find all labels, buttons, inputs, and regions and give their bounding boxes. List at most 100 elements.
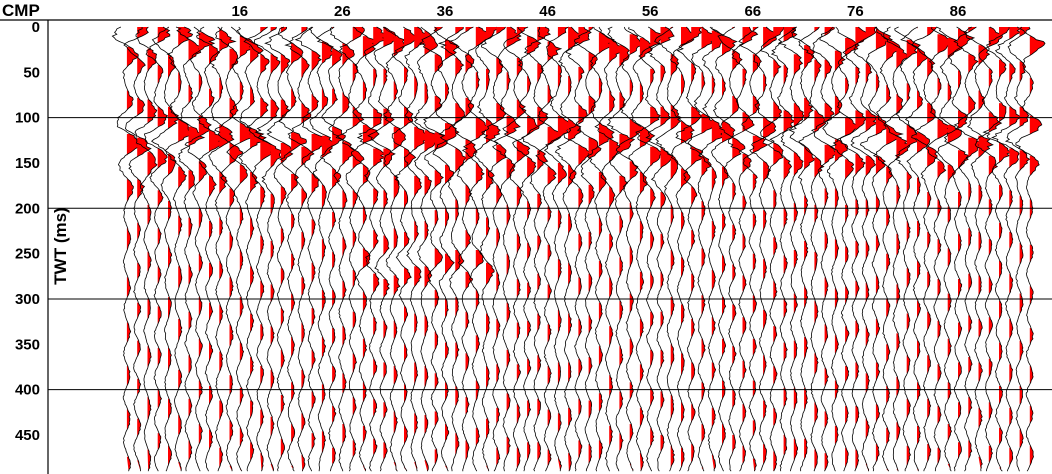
trace-line bbox=[810, 26, 838, 472]
trace-line bbox=[738, 26, 769, 472]
trace-fill bbox=[557, 27, 571, 472]
trace-line bbox=[925, 26, 953, 472]
y-tick-labels: 0 50 100 150 200 250 300 350 400 450 bbox=[15, 19, 40, 444]
trace-fill bbox=[598, 32, 615, 461]
trace-fill bbox=[291, 43, 307, 472]
trace-line bbox=[512, 26, 542, 472]
trace-fill bbox=[722, 36, 737, 472]
y-tick-label: 300 bbox=[15, 291, 40, 308]
trace-fill bbox=[301, 27, 314, 472]
trace-line bbox=[308, 26, 338, 472]
trace-fill bbox=[373, 27, 389, 455]
trace-line bbox=[335, 26, 365, 472]
trace-line bbox=[367, 26, 400, 472]
trace-line bbox=[184, 26, 216, 472]
trace-line bbox=[413, 26, 441, 472]
y-tick-label: 350 bbox=[15, 336, 40, 353]
trace-line bbox=[461, 26, 490, 472]
trace-line bbox=[698, 26, 729, 472]
y-tick-label: 200 bbox=[15, 200, 40, 217]
trace-fill bbox=[609, 39, 623, 446]
trace-fill bbox=[629, 34, 645, 472]
x-tick-label: 36 bbox=[437, 3, 454, 20]
y-tick-label: 150 bbox=[15, 155, 40, 172]
x-tick-label: 16 bbox=[231, 3, 248, 20]
trace-line bbox=[554, 26, 584, 472]
y-tick-label: 50 bbox=[23, 64, 40, 81]
trace-fill bbox=[465, 27, 478, 461]
trace-fill bbox=[1009, 27, 1021, 466]
trace-line bbox=[1015, 26, 1046, 472]
x-tick-label: 26 bbox=[334, 3, 351, 20]
trace-line bbox=[654, 26, 683, 472]
trace-fill bbox=[619, 45, 635, 452]
trace-line bbox=[859, 26, 894, 472]
trace-fill bbox=[393, 36, 406, 472]
grid-layer bbox=[48, 117, 1052, 391]
trace-line bbox=[839, 26, 872, 472]
trace-fill bbox=[578, 27, 591, 459]
trace-fill bbox=[742, 27, 758, 464]
trace-line bbox=[829, 26, 860, 472]
trace-line bbox=[214, 26, 244, 472]
y-tick-label: 100 bbox=[15, 110, 40, 127]
trace-line bbox=[521, 26, 552, 472]
trace-line bbox=[502, 26, 531, 472]
trace-line bbox=[492, 26, 522, 472]
trace-line bbox=[284, 26, 315, 472]
trace-line bbox=[767, 26, 798, 472]
trace-line bbox=[253, 26, 282, 472]
trace-fill bbox=[701, 27, 717, 472]
trace-line bbox=[819, 26, 849, 472]
y-axis-label: TWT (ms) bbox=[51, 207, 70, 284]
trace-line bbox=[628, 26, 656, 472]
trace-line bbox=[749, 26, 778, 472]
trace-line bbox=[953, 26, 984, 472]
trace-line bbox=[594, 26, 623, 472]
trace-line bbox=[356, 26, 390, 472]
trace-line bbox=[151, 26, 180, 472]
trace-fill bbox=[783, 27, 797, 455]
y-tick-label: 450 bbox=[15, 427, 40, 444]
trace-line bbox=[911, 26, 938, 472]
trace-fill bbox=[834, 50, 848, 444]
x-tick-label: 76 bbox=[847, 3, 864, 20]
trace-line bbox=[670, 26, 696, 472]
y-tick-label: 250 bbox=[15, 246, 40, 263]
trace-line bbox=[563, 26, 592, 472]
trace-line bbox=[419, 26, 449, 472]
trace-line bbox=[982, 26, 1013, 472]
trace-line bbox=[675, 26, 704, 472]
trace-line bbox=[123, 26, 152, 472]
trace-fill bbox=[896, 46, 910, 472]
trace-line bbox=[991, 26, 1022, 472]
trace-line bbox=[788, 26, 816, 472]
trace-line bbox=[403, 26, 433, 472]
trace-line bbox=[350, 26, 380, 472]
trace-fill bbox=[568, 27, 583, 472]
trace-fill bbox=[178, 27, 194, 472]
trace-line bbox=[328, 26, 356, 472]
trace-line bbox=[850, 26, 879, 472]
x-tick-label: 56 bbox=[642, 3, 659, 20]
trace-line bbox=[606, 26, 636, 472]
trace-line bbox=[164, 26, 194, 472]
trace-line bbox=[391, 26, 419, 472]
trace-fill bbox=[824, 27, 838, 472]
trace-line bbox=[236, 26, 267, 472]
trace-line bbox=[226, 26, 257, 472]
trace-line bbox=[473, 26, 501, 472]
trace-line bbox=[587, 26, 615, 472]
y-tick-label: 0 bbox=[32, 19, 40, 36]
trace-fill bbox=[342, 43, 356, 445]
trace-fill bbox=[855, 27, 871, 470]
trace-line bbox=[243, 26, 276, 472]
trace-fill bbox=[434, 27, 448, 464]
trace-fill bbox=[804, 45, 815, 459]
trace-fill bbox=[660, 27, 675, 452]
trace-line bbox=[437, 26, 467, 472]
x-tick-labels: 16 26 36 46 56 66 76 86 bbox=[231, 3, 966, 20]
trace-line bbox=[382, 26, 407, 472]
x-tick-label: 86 bbox=[950, 3, 967, 20]
trace-line bbox=[195, 26, 226, 472]
